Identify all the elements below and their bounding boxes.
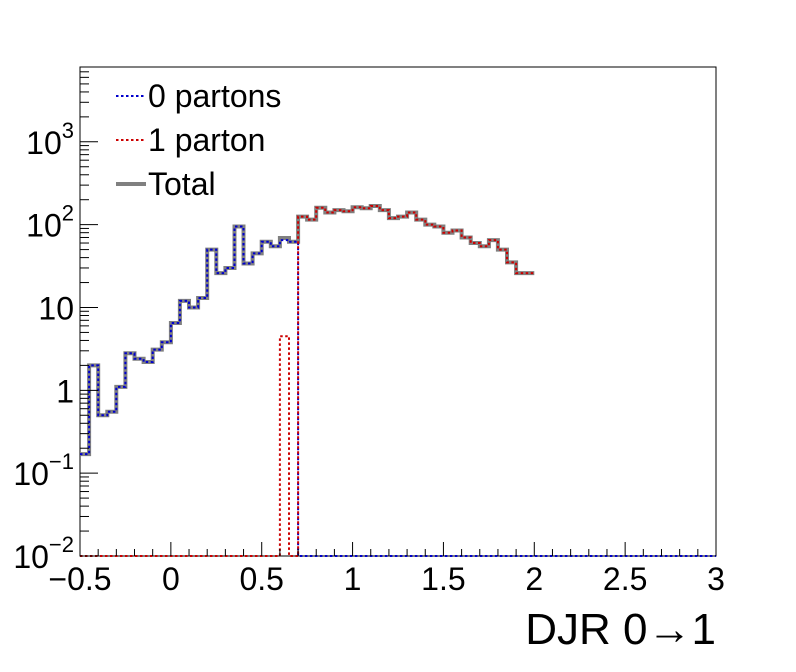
series-line-1-parton xyxy=(80,205,535,557)
x-tick-label: 0.5 xyxy=(239,561,283,597)
x-tick-label: 3 xyxy=(707,561,725,597)
x-tick-label: 1 xyxy=(344,561,362,597)
y-tick-label: 10−2 xyxy=(13,532,74,575)
series-line-0-partons xyxy=(80,225,716,557)
y-tick-label: 102 xyxy=(26,201,74,244)
y-tick-label: 1 xyxy=(56,373,74,409)
plot-area xyxy=(79,66,717,557)
x-tick-label: −0.5 xyxy=(48,561,111,597)
x-axis-label: DJR 0→1 xyxy=(525,605,716,654)
legend-label: 1 parton xyxy=(148,122,265,158)
x-tick-label: 1.5 xyxy=(421,561,465,597)
x-tick-label: 2 xyxy=(525,561,543,597)
legend: 0 partons 1 parton Total xyxy=(116,78,281,202)
y-axis: 10−2 10−1 1 10 102 103 xyxy=(13,66,98,575)
x-axis: −0.5 0 0.5 1 1.5 2 2.5 3 xyxy=(48,542,725,597)
y-tick-label: 103 xyxy=(26,118,74,161)
x-tick-label: 2.5 xyxy=(603,561,647,597)
legend-label: Total xyxy=(148,166,216,202)
x-tick-label: 0 xyxy=(162,561,180,597)
y-tick-label: 10−1 xyxy=(13,449,74,492)
y-tick-label: 10 xyxy=(38,290,74,326)
legend-label: 0 partons xyxy=(148,78,281,114)
